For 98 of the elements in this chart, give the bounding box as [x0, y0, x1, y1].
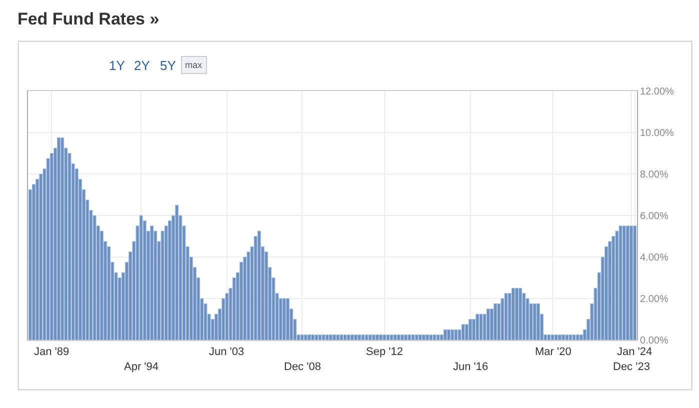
bar	[375, 334, 379, 340]
bar	[382, 334, 386, 340]
bar	[257, 230, 261, 340]
bar	[350, 334, 354, 340]
x-tick-label: Jun '03	[209, 346, 244, 358]
bar	[511, 288, 515, 340]
bar	[461, 324, 465, 340]
bar	[518, 288, 522, 340]
bar	[568, 334, 572, 340]
bar	[393, 334, 397, 340]
bar	[630, 226, 634, 340]
bar	[282, 298, 286, 340]
bar	[554, 334, 558, 340]
bar	[343, 334, 347, 340]
bar	[432, 334, 436, 340]
bar	[547, 334, 551, 340]
bar	[411, 334, 415, 340]
text: 5Y	[160, 58, 176, 73]
bar	[422, 334, 426, 340]
bar	[314, 334, 318, 340]
bar	[479, 314, 483, 340]
bar	[318, 334, 322, 340]
y-tick-label: 8.00%	[640, 170, 668, 180]
bar	[400, 334, 404, 340]
bar	[468, 318, 472, 340]
bar	[565, 334, 569, 340]
bar	[450, 329, 454, 340]
y-tick-label: 2.00%	[640, 294, 668, 305]
x-tick-label: Jun '16	[453, 361, 488, 373]
bar	[332, 334, 336, 340]
bar	[354, 334, 358, 340]
bar	[139, 215, 143, 340]
bar	[447, 329, 451, 340]
y-tick-label: 4.00%	[640, 252, 668, 264]
text: max	[185, 60, 202, 70]
bar	[307, 334, 312, 340]
bar	[576, 334, 580, 340]
bar	[304, 334, 308, 340]
bar	[346, 334, 350, 340]
x-tick-label: Jan '24	[617, 346, 652, 358]
bar	[325, 334, 329, 340]
text: 1Y	[109, 58, 126, 73]
bar	[443, 329, 447, 340]
bar	[633, 226, 637, 340]
bar	[622, 226, 626, 340]
bar	[300, 334, 304, 340]
y-tick-label: 0.00%	[640, 336, 668, 346]
bar	[396, 334, 400, 340]
bar	[515, 288, 519, 340]
bar	[390, 334, 394, 340]
bar	[175, 204, 179, 340]
x-tick-label: Apr '94	[124, 361, 159, 373]
x-tick-label: Mar '20	[535, 346, 572, 358]
y-tick-label: 10.00%	[640, 128, 674, 139]
bar	[618, 226, 622, 340]
x-tick-label: Jan '89	[34, 346, 70, 358]
bar	[57, 137, 61, 340]
bar	[386, 334, 390, 340]
bar	[562, 334, 566, 340]
bar	[364, 334, 368, 340]
y-tick-label: 6.00%	[640, 211, 668, 222]
bar	[558, 334, 562, 340]
bar	[486, 308, 490, 340]
bar	[436, 334, 440, 340]
x-tick-label: Dec '23	[613, 361, 650, 373]
bar	[536, 303, 540, 340]
x-tick-label: Sep '12	[366, 346, 403, 358]
bar	[60, 137, 64, 340]
bar	[328, 334, 332, 340]
bar	[426, 334, 430, 340]
bar	[340, 334, 344, 340]
bar	[311, 334, 315, 340]
bar	[429, 334, 433, 340]
bar	[404, 334, 408, 340]
bar	[504, 293, 508, 340]
x-tick-label: Dec '08	[284, 361, 321, 373]
bar	[286, 298, 290, 340]
bar	[358, 334, 362, 340]
bar	[572, 334, 576, 340]
bar	[418, 334, 422, 340]
bar	[368, 334, 372, 340]
y-tick-label: 12.00%	[640, 86, 674, 98]
bar	[476, 314, 480, 340]
bar	[550, 334, 554, 340]
bar	[322, 334, 326, 340]
bar	[532, 303, 536, 340]
chart-title: Fed Fund Rates »	[17, 9, 160, 28]
bar	[372, 334, 376, 340]
bar	[408, 334, 412, 340]
bar	[454, 329, 458, 340]
bar	[494, 303, 498, 340]
bar	[336, 334, 340, 340]
bar	[361, 334, 365, 340]
bar	[626, 226, 630, 340]
text: 2Y	[134, 58, 150, 73]
bar	[150, 226, 154, 340]
bar	[414, 334, 418, 340]
bar	[379, 334, 383, 340]
